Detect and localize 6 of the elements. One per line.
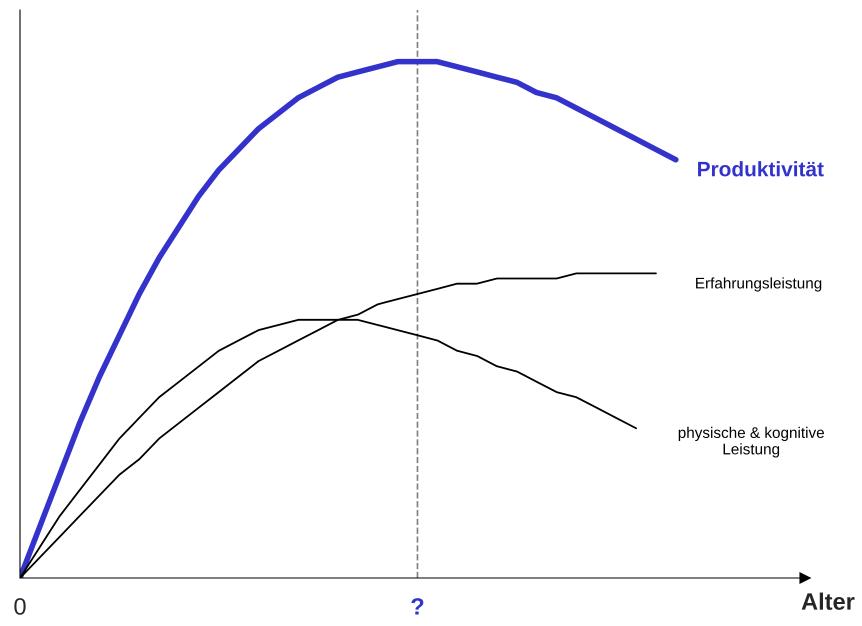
- x-axis-title: Alter: [802, 592, 855, 610]
- series-label: Produktivität: [698, 161, 824, 176]
- x-tick-label: 0: [14, 598, 26, 615]
- text: physische & kognitive Leistung: [678, 426, 824, 458]
- x-tick-label: ?: [411, 598, 424, 615]
- text: Erfahrungsleistung: [696, 277, 822, 292]
